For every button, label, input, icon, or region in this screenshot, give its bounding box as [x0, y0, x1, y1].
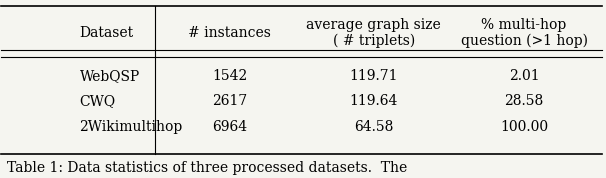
- Text: Table 1: Data statistics of three processed datasets.  The: Table 1: Data statistics of three proces…: [7, 161, 408, 175]
- Text: 64.58: 64.58: [354, 120, 393, 134]
- Text: 2.01: 2.01: [509, 69, 539, 83]
- Text: CWQ: CWQ: [79, 94, 116, 108]
- Text: # instances: # instances: [188, 26, 271, 40]
- Text: 1542: 1542: [212, 69, 247, 83]
- Text: average graph size
( # triplets): average graph size ( # triplets): [307, 18, 441, 48]
- Text: Dataset: Dataset: [79, 26, 133, 40]
- Text: 2Wikimultihop: 2Wikimultihop: [79, 120, 183, 134]
- Text: 119.64: 119.64: [350, 94, 398, 108]
- Text: 119.71: 119.71: [350, 69, 398, 83]
- Text: 100.00: 100.00: [500, 120, 548, 134]
- Text: 2617: 2617: [212, 94, 247, 108]
- Text: 6964: 6964: [212, 120, 247, 134]
- Text: 28.58: 28.58: [504, 94, 544, 108]
- Text: WebQSP: WebQSP: [79, 69, 140, 83]
- Text: % multi-hop
question (>1 hop): % multi-hop question (>1 hop): [461, 18, 588, 48]
